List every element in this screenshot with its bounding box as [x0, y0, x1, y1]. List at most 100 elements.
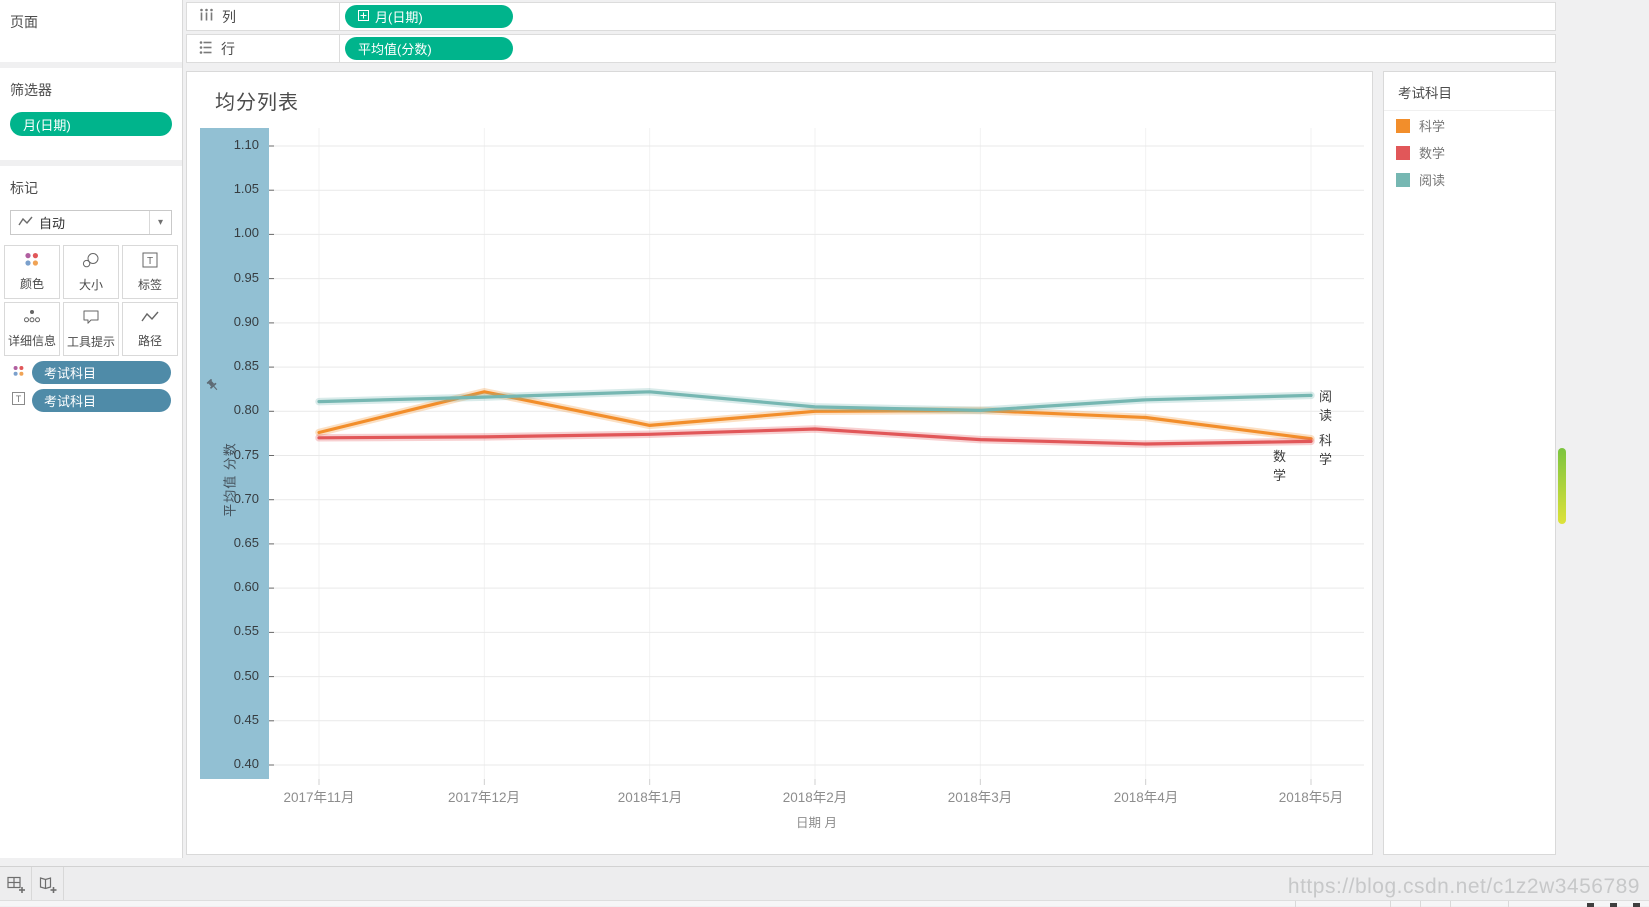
- columns-shelf-header: 列: [187, 3, 340, 30]
- filters-shelf[interactable]: 筛选器 月(日期): [0, 68, 182, 160]
- y-tick-label: 0.80: [233, 402, 259, 417]
- x-tick-label: 2018年4月: [1113, 790, 1179, 805]
- color-icon: [23, 252, 41, 270]
- y-tick-label: 1.10: [233, 137, 259, 152]
- columns-shelf[interactable]: 列 月(日期): [186, 2, 1556, 31]
- series-end-label: 科学: [1319, 433, 1333, 467]
- filters-title: 筛选器: [10, 82, 52, 98]
- legend-label-science: 科学: [1419, 119, 1446, 134]
- detail-button[interactable]: 详细信息: [4, 302, 60, 356]
- y-tick-label: 0.95: [233, 270, 259, 285]
- columns-shelf-label: 列: [222, 8, 236, 25]
- size-icon: [82, 252, 100, 271]
- series-end-label: 数学: [1273, 449, 1287, 483]
- plus-box-icon: [358, 9, 369, 24]
- columns-icon: [199, 8, 214, 25]
- marks-buttons: 颜色 大小 T 标签 详细信息 工具提示 路径: [4, 245, 178, 356]
- legend-label-math: 数学: [1419, 146, 1446, 161]
- strip-divider: [1450, 901, 1451, 907]
- mark-pill-subject-color[interactable]: 考试科目: [32, 361, 171, 384]
- legend-card: 考试科目 科学 数学 阅读: [1383, 71, 1556, 855]
- section-divider: [0, 160, 182, 166]
- rows-shelf-header: 行: [187, 35, 340, 62]
- status-mark: [1610, 903, 1617, 907]
- chevron-down-icon[interactable]: ▾: [149, 211, 171, 234]
- path-icon: [141, 310, 159, 327]
- rows-icon: [199, 40, 213, 58]
- y-tick-label: 0.40: [233, 756, 259, 771]
- rows-shelf[interactable]: 行 平均值(分数): [186, 34, 1556, 63]
- status-mark: [1633, 903, 1640, 907]
- x-tick-label: 2018年1月: [617, 790, 683, 805]
- rows-pill-label: 平均值(分数): [358, 42, 432, 57]
- mark-pill-subject-label[interactable]: 考试科目: [32, 389, 171, 412]
- worksheet-chart-card: 均分列表 平均值 分数 1.10 1.05 1.00 0.95 0.90 0.85 0.80…: [186, 71, 1373, 855]
- status-strip: [0, 900, 1649, 907]
- mark-type-dropdown[interactable]: 自动 ▾: [10, 210, 172, 235]
- strip-divider: [1390, 901, 1391, 907]
- y-tick-label: 0.60: [233, 579, 259, 594]
- pages-title: 页面: [10, 14, 38, 30]
- marks-title: 标记: [10, 180, 38, 196]
- detail-button-label: 详细信息: [7, 334, 56, 348]
- y-tick-label: 1.00: [233, 225, 259, 240]
- section-divider: [0, 62, 182, 68]
- line-chart-plot[interactable]: [269, 128, 1364, 788]
- columns-pill-label: 月(日期): [375, 10, 423, 25]
- y-tick-label: 0.65: [233, 535, 259, 550]
- pin-icon: [206, 378, 220, 398]
- x-tick-label: 2017年11月: [283, 790, 355, 805]
- svg-text:T: T: [16, 394, 22, 404]
- y-tick-label: 0.50: [233, 668, 259, 683]
- rows-pill-avg-score[interactable]: 平均值(分数): [345, 37, 513, 60]
- pages-shelf[interactable]: 页面: [0, 0, 182, 62]
- x-tick-label: 2018年3月: [947, 790, 1013, 805]
- new-dashboard-icon: [39, 876, 56, 893]
- new-worksheet-icon: [6, 876, 25, 893]
- text-label-icon: T: [142, 252, 158, 271]
- y-tick-label: 0.55: [233, 623, 259, 638]
- bottom-toolbar: [0, 866, 1649, 901]
- tooltip-icon: [82, 309, 100, 328]
- y-axis-title: 平均值 分数: [222, 442, 238, 517]
- size-button[interactable]: 大小: [63, 245, 119, 299]
- color-button[interactable]: 颜色: [4, 245, 60, 299]
- strip-divider: [1295, 901, 1296, 907]
- line-mark-icon: [18, 214, 33, 232]
- y-tick-label: 0.70: [233, 491, 259, 506]
- tooltip-button-label: 工具提示: [66, 334, 115, 349]
- y-tick-label: 1.05: [233, 181, 259, 196]
- scrollbar-thumb[interactable]: [1558, 448, 1566, 524]
- watermark-text: https://blog.csdn.net/c1z2w3456789: [1287, 875, 1640, 898]
- y-tick-label: 0.45: [233, 712, 259, 727]
- y-tick-label: 0.90: [233, 314, 259, 329]
- size-button-label: 大小: [78, 277, 103, 292]
- rows-shelf-label: 行: [221, 40, 235, 57]
- legend-swatch-science: [1396, 118, 1410, 133]
- y-axis-highlight[interactable]: 平均值 分数: [200, 128, 269, 779]
- color-icon: [12, 364, 25, 382]
- mark-type-value: 自动: [39, 216, 66, 231]
- legend-item-reading[interactable]: 阅读: [1384, 167, 1555, 192]
- detail-icon: [23, 309, 41, 327]
- legend-title: 考试科目: [1384, 72, 1555, 111]
- label-button[interactable]: T 标签: [122, 245, 178, 299]
- x-tick-label: 2017年12月: [447, 790, 521, 805]
- new-worksheet-button[interactable]: [0, 867, 31, 901]
- new-dashboard-button[interactable]: [32, 867, 63, 901]
- legend-swatch-math: [1396, 145, 1410, 160]
- legend-swatch-reading: [1396, 172, 1410, 187]
- sidebar: 页面 筛选器 月(日期) 标记 自动 ▾ 颜色 大小 T 标签: [0, 0, 183, 858]
- marks-card: 标记 自动 ▾ 颜色 大小 T 标签 详细信息: [0, 166, 182, 412]
- x-tick-label: 2018年5月: [1278, 790, 1344, 805]
- legend-item-science[interactable]: 科学: [1384, 113, 1555, 138]
- tooltip-button[interactable]: 工具提示: [63, 302, 119, 356]
- y-tick-label: 0.75: [233, 447, 259, 462]
- x-axis-title: 日期 月: [796, 816, 837, 830]
- filter-pill-month[interactable]: 月(日期): [10, 112, 172, 136]
- svg-text:T: T: [147, 256, 153, 267]
- text-label-icon: T: [12, 391, 25, 410]
- path-button[interactable]: 路径: [122, 302, 178, 356]
- columns-pill-month[interactable]: 月(日期): [345, 5, 513, 28]
- legend-item-math[interactable]: 数学: [1384, 140, 1555, 165]
